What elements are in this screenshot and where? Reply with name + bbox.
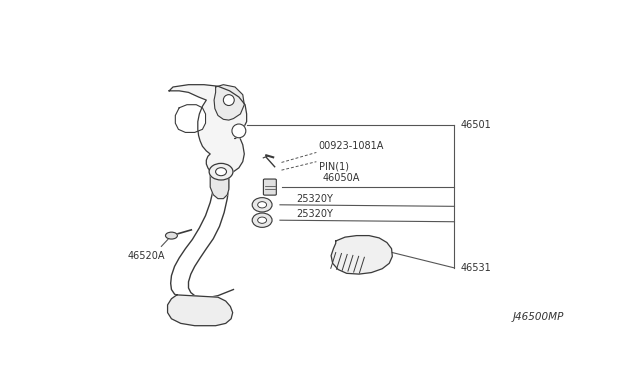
Polygon shape [331, 235, 392, 274]
Text: 00923-1081A: 00923-1081A [319, 141, 384, 151]
Ellipse shape [232, 124, 246, 138]
Polygon shape [210, 174, 229, 199]
FancyBboxPatch shape [264, 179, 276, 195]
Ellipse shape [258, 202, 267, 208]
Polygon shape [214, 85, 244, 120]
Ellipse shape [223, 94, 234, 106]
Polygon shape [168, 295, 233, 326]
Text: 25320Y: 25320Y [296, 194, 333, 204]
Text: 46050A: 46050A [323, 173, 360, 183]
Text: 46520A: 46520A [127, 251, 164, 261]
Text: 25320Y: 25320Y [296, 209, 333, 219]
Polygon shape [175, 105, 205, 132]
Circle shape [166, 232, 177, 239]
Ellipse shape [216, 168, 227, 176]
Polygon shape [169, 85, 246, 176]
Text: J46500MP: J46500MP [512, 312, 564, 323]
Ellipse shape [252, 198, 272, 212]
Text: 46531: 46531 [460, 263, 491, 273]
Text: 46501: 46501 [460, 121, 491, 131]
Text: PIN(1): PIN(1) [319, 162, 349, 172]
Ellipse shape [258, 217, 267, 223]
Ellipse shape [252, 213, 272, 227]
Ellipse shape [209, 163, 233, 180]
